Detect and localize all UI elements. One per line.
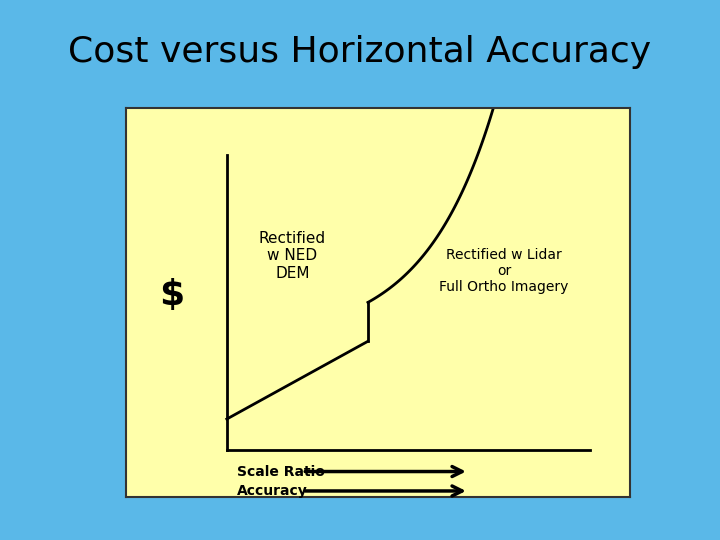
Text: $: $ [158, 278, 184, 312]
Text: Rectified
w NED
DEM: Rectified w NED DEM [258, 231, 326, 281]
Text: Cost versus Horizontal Accuracy: Cost versus Horizontal Accuracy [68, 35, 652, 69]
Text: Rectified w Lidar
or
Full Ortho Imagery: Rectified w Lidar or Full Ortho Imagery [439, 248, 569, 294]
Text: Accuracy: Accuracy [237, 484, 307, 498]
Text: Scale Ratio: Scale Ratio [237, 464, 325, 478]
